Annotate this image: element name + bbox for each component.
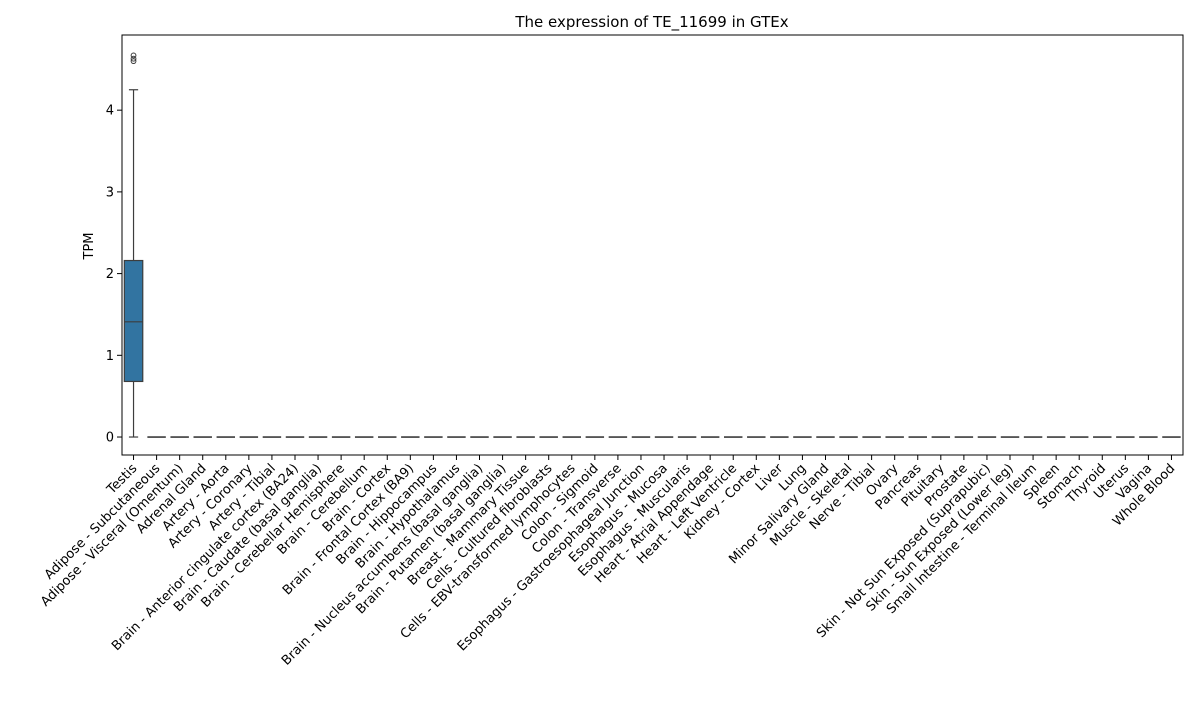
y-tick-label: 3 [106,185,114,200]
y-tick-label: 4 [106,104,114,119]
plot-frame [121,34,1184,456]
testis-box [123,259,144,383]
outlier-point [130,55,137,62]
y-tick-label: 2 [106,267,114,282]
outlier-point [130,52,137,59]
y-tick-label: 0 [106,431,114,446]
chart-title: The expression of TE_11699 in GTEx [514,13,788,32]
y-tick-label: 1 [106,349,114,364]
outlier-point [130,58,137,65]
y-axis-label: TPM [82,233,97,261]
